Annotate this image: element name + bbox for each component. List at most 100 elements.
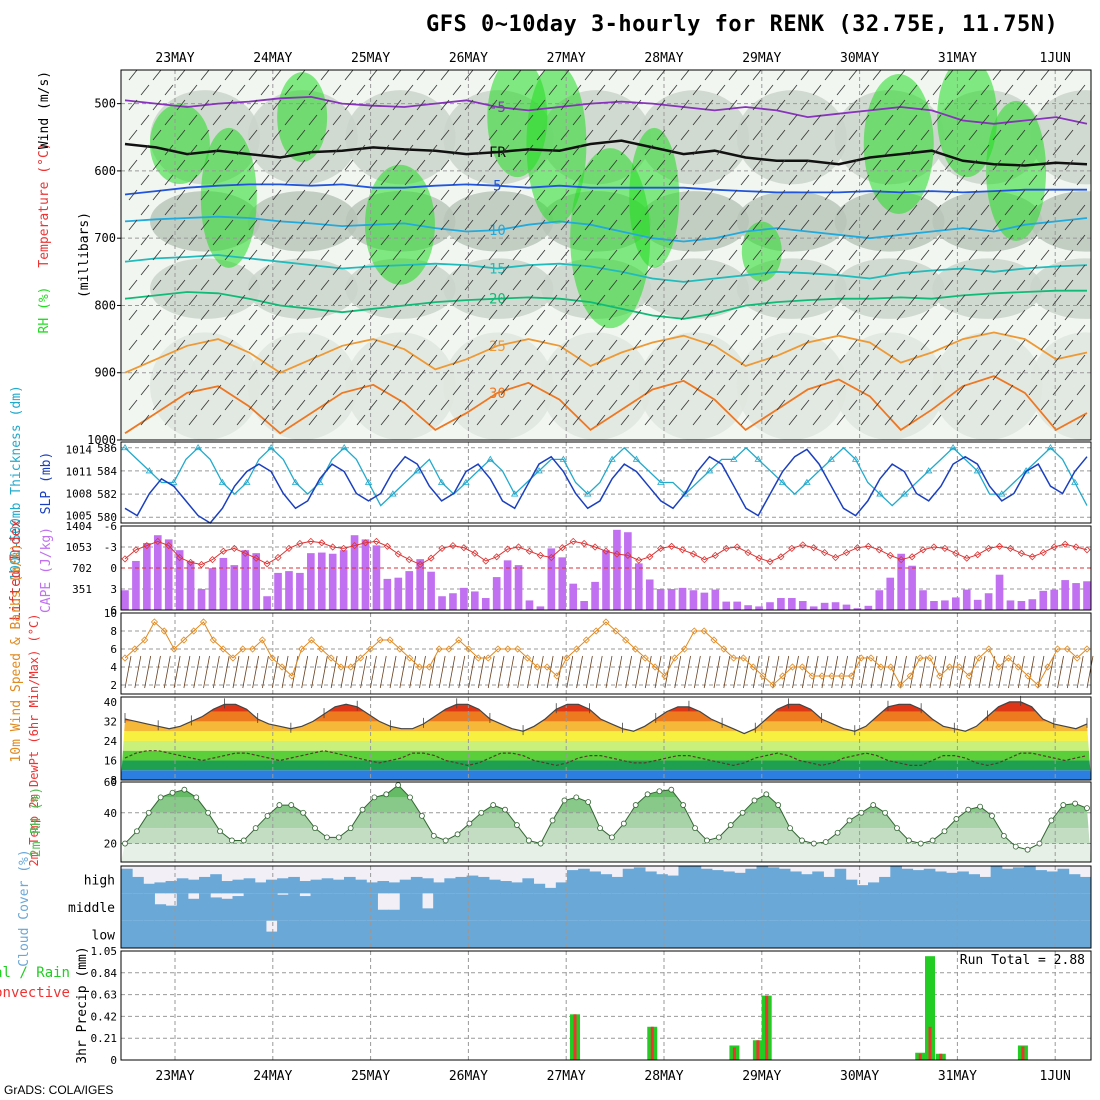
wind-barb — [1004, 354, 1014, 366]
wind-barb — [848, 369, 858, 381]
wind-barb — [296, 249, 306, 261]
wind-speed-point — [680, 645, 689, 653]
cloud-middle-bar — [711, 893, 724, 921]
wind-barb — [932, 174, 942, 186]
wind-barb — [668, 264, 678, 276]
wind-barb — [620, 414, 630, 426]
temperature-contour-5 — [124, 289, 1087, 320]
wind-barb — [704, 399, 714, 411]
rh-frame — [120, 781, 1092, 863]
precip-tick-label: 0.63 — [91, 989, 118, 1002]
cape-bar — [591, 581, 599, 610]
cape-bar — [678, 587, 687, 610]
cloud-low-bar — [210, 920, 222, 948]
wind-barb — [536, 159, 546, 171]
thickness-point — [121, 444, 129, 451]
wind-barb — [488, 159, 498, 171]
cloud-middle-bar — [433, 893, 445, 921]
wind-barb — [860, 354, 870, 366]
cloud-low-bar — [199, 920, 211, 948]
wind-barb — [344, 70, 354, 81]
cloud-middle-bar — [767, 893, 780, 921]
wind-speed-point — [572, 645, 581, 653]
wind-barb — [1052, 114, 1062, 126]
temp-band — [121, 697, 1091, 702]
cloud-low-bar — [265, 931, 278, 948]
rh-shade-band — [443, 191, 554, 252]
cape-bar — [1039, 590, 1048, 610]
wind-barb — [536, 129, 546, 141]
wind-barb — [488, 219, 498, 231]
wind-barb — [332, 234, 342, 246]
wind-speed-point — [906, 672, 914, 680]
wind-barb — [908, 144, 918, 156]
wind-barb — [704, 309, 714, 321]
wind-barb — [152, 249, 162, 261]
cloud-middle-bar — [176, 893, 189, 921]
wind-barb — [296, 129, 306, 141]
wind-barb — [596, 294, 606, 306]
wind-barb — [920, 129, 930, 141]
wind-barb — [560, 369, 570, 381]
cloud-high-bar — [511, 882, 523, 894]
wind-barb — [476, 204, 486, 216]
wind-barb — [248, 219, 258, 231]
li-tick-label: 3 — [110, 583, 117, 596]
wind-barb — [752, 399, 762, 411]
thickness-point — [584, 490, 592, 497]
wind-tick-label: 8 — [110, 625, 117, 638]
cloud-low-bar — [968, 920, 981, 948]
rh-point — [882, 809, 888, 816]
cloud-high-bar — [645, 871, 657, 894]
wind-barb — [716, 414, 726, 426]
wind-barb — [488, 189, 498, 201]
cloud-middle-bar — [277, 894, 289, 921]
thickness-point — [413, 467, 421, 474]
wind-barb — [800, 189, 810, 201]
wind-barb — [560, 249, 570, 261]
wind-barb — [1004, 174, 1014, 186]
wind-barb — [1040, 159, 1050, 171]
wind-barb — [956, 144, 966, 156]
cloud-low-bar — [901, 920, 914, 948]
cloud-low-bar — [868, 920, 880, 948]
wind-barb — [284, 264, 294, 276]
wind-barb — [164, 204, 174, 216]
precip-convective-bar — [928, 1026, 932, 1060]
cape-bar — [722, 601, 731, 610]
wind-barb — [644, 414, 654, 426]
wind-barb — [656, 219, 666, 231]
wind-barb — [572, 234, 582, 246]
rh-point — [502, 806, 508, 813]
lifted-index-point — [1050, 543, 1058, 551]
wind-barb — [644, 84, 654, 96]
wind-barb — [188, 264, 198, 276]
wind-barb — [692, 294, 702, 306]
cloud-low-bar — [711, 920, 724, 948]
rh-point — [430, 832, 437, 839]
cloud-low-bar — [1079, 920, 1092, 948]
wind-barb — [134, 655, 142, 689]
cape-bar — [197, 589, 206, 610]
wind-barb — [224, 339, 234, 351]
cloud-high-bar — [767, 867, 780, 894]
wind-barb — [476, 294, 486, 306]
wind-barb — [464, 369, 474, 381]
wind-barb — [776, 219, 786, 231]
rh-shade-band — [247, 258, 358, 319]
wind-barb — [752, 129, 762, 141]
wind-barb — [296, 99, 306, 111]
wind-barb — [524, 324, 534, 336]
wind-barb — [524, 114, 534, 126]
wind-barb — [488, 399, 498, 411]
wind-barb — [800, 339, 810, 351]
cloud-middle-bar — [310, 893, 323, 921]
wind-barb — [584, 70, 594, 81]
wind-barb — [452, 234, 462, 246]
wind-barb — [272, 279, 282, 291]
wind-barb — [992, 309, 1002, 321]
wind-barb — [140, 144, 150, 156]
cloud-middle-bar — [455, 893, 468, 921]
slp-tick-label: 1014 — [66, 443, 93, 456]
wind-barb — [1028, 294, 1038, 306]
